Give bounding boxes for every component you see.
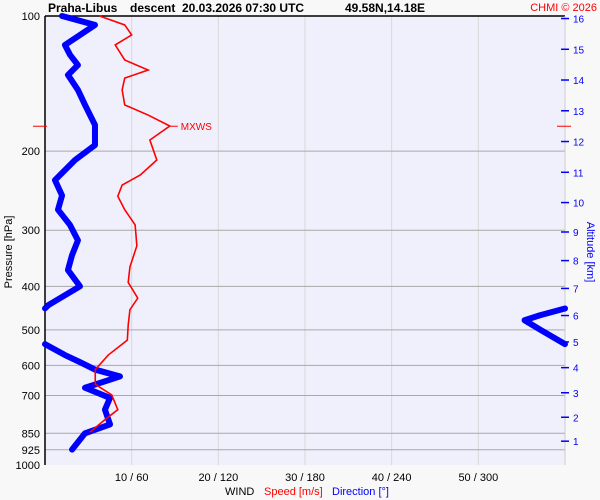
title-position: 49.58N,14.18E — [345, 1, 425, 15]
x-tick-label: 40 / 240 — [372, 472, 412, 484]
x-label-wind: WIND — [225, 486, 254, 498]
y-tick-label: 850 — [22, 428, 40, 440]
direction-line — [42, 13, 98, 312]
altitude-tick-label: 2 — [573, 413, 579, 424]
altitude-tick-label: 14 — [573, 76, 585, 87]
altitude-tick-label: 7 — [573, 284, 579, 295]
x-tick-label: 10 / 60 — [115, 472, 149, 484]
altitude-tick-label: 3 — [573, 389, 579, 400]
title-datetime: 20.03.2026 07:30 UTC — [182, 1, 304, 15]
x-tick-label: 30 / 180 — [285, 472, 325, 484]
altitude-tick-label: 16 — [573, 15, 585, 26]
direction-line — [42, 341, 123, 453]
y-tick-label: 925 — [22, 445, 40, 457]
title-mode: descent — [130, 1, 175, 15]
y-tick-label: 400 — [22, 281, 40, 293]
speed-line — [89, 15, 172, 433]
x-label-direction: Direction [°] — [332, 486, 389, 498]
x-tick-label: 50 / 300 — [458, 472, 498, 484]
y-tick-label: 1000 — [16, 460, 40, 472]
altitude-tick-label: 11 — [573, 168, 584, 179]
x-label-speed: Speed [m/s] — [264, 486, 323, 498]
x-tick-label: 20 / 120 — [198, 472, 238, 484]
altitude-tick-label: 6 — [573, 312, 579, 323]
altitude-tick-label: 9 — [573, 228, 579, 239]
copyright: CHMI © 2026 — [530, 2, 597, 14]
altitude-tick-label: 15 — [573, 45, 585, 56]
altitude-tick-label: 10 — [573, 199, 585, 210]
direction-line — [521, 305, 568, 348]
y-tick-label: 100 — [22, 11, 40, 23]
altitude-tick-label: 4 — [573, 364, 579, 375]
y-tick-label: 700 — [22, 390, 40, 402]
altitude-tick-label: 13 — [573, 107, 585, 118]
y-tick-label: 300 — [22, 225, 40, 237]
y-tick-label: 200 — [22, 146, 40, 158]
altitude-tick-label: 5 — [573, 338, 579, 349]
altitude-tick-label: 8 — [573, 257, 579, 268]
y-axis-label: Pressure [hPa] — [3, 216, 15, 289]
altitude-tick-label: 1 — [573, 437, 579, 448]
y2-axis-label: Altitude [km] — [584, 222, 596, 283]
altitude-tick-label: 12 — [573, 138, 585, 149]
y-tick-label: 600 — [22, 360, 40, 372]
y-tick-label: 500 — [22, 325, 40, 337]
mxws-label: MXWS — [181, 122, 212, 133]
title-station: Praha-Libus — [48, 1, 118, 15]
